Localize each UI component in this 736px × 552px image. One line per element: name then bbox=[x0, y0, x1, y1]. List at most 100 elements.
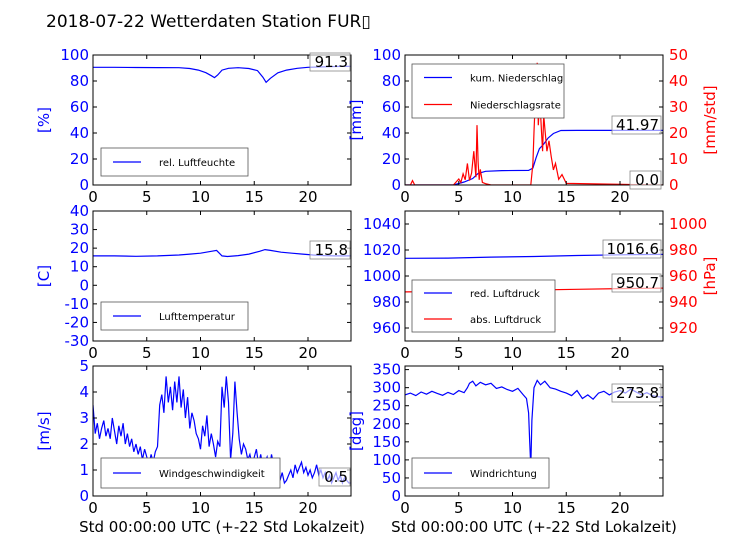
plot-frame bbox=[404, 54, 664, 186]
current-value: 41.97 bbox=[616, 116, 659, 134]
y-axis-label: [%] bbox=[35, 107, 53, 133]
x-tick-label: 0 bbox=[88, 344, 98, 362]
chart-wind-speed: 0 5 10 15 20 0 1 2 3 4 5 [m/s] Std 00:00:00 UTC (+-2… bbox=[35, 357, 365, 536]
legend-label: kum. Niederschlag bbox=[470, 74, 563, 85]
legend-wind-direction: Windrichtung bbox=[411, 457, 550, 489]
legend-label: red. Luftdruck bbox=[470, 289, 540, 300]
current-value: 15.8 bbox=[315, 241, 348, 259]
y-tick-label: 100 bbox=[372, 46, 401, 64]
x-axis-label: Std 00:00:00 UTC (+-22 Std Lokalzeit) bbox=[391, 518, 677, 536]
x-axis-label: Std 00:00:00 UTC (+-22 Std Lokalzeit) bbox=[79, 518, 365, 536]
x-tick-label: 0 bbox=[400, 499, 410, 517]
y-tick-label: 200 bbox=[372, 415, 401, 433]
series-line-temperature-0 bbox=[93, 248, 351, 258]
y-tick-label: 1040 bbox=[363, 215, 401, 233]
x-tick-label: 0 bbox=[88, 499, 98, 517]
y2-tick-label: 960 bbox=[669, 267, 698, 285]
plot-frame bbox=[404, 365, 664, 497]
y-tick-label: 80 bbox=[70, 72, 89, 90]
legend-label: Windrichtung bbox=[470, 469, 537, 480]
current-value-2: 0.0 bbox=[635, 171, 659, 189]
x-tick-label: 20 bbox=[610, 344, 629, 362]
x-tick-label: 10 bbox=[191, 188, 210, 206]
y-tick-label: 1020 bbox=[363, 241, 401, 259]
x-tick-label: 15 bbox=[557, 499, 576, 517]
y-tick-label: 960 bbox=[372, 319, 401, 337]
x-tick-label: 5 bbox=[454, 344, 464, 362]
y-tick-label: 1000 bbox=[363, 267, 401, 285]
y-tick-label: 40 bbox=[70, 202, 89, 220]
current-value: 1016.6 bbox=[607, 240, 660, 258]
plot-frame bbox=[92, 210, 352, 342]
x-tick-label: 5 bbox=[454, 499, 464, 517]
plot-frame bbox=[92, 365, 352, 497]
y-tick-label: 10 bbox=[70, 258, 89, 276]
y-tick-label: 0 bbox=[79, 276, 89, 294]
current-value-box bbox=[602, 239, 662, 259]
current-value-box bbox=[611, 383, 662, 403]
legend-box bbox=[100, 147, 249, 177]
y-tick-label: 100 bbox=[60, 46, 89, 64]
y-tick-label: 4 bbox=[79, 383, 89, 401]
x-tick-label: 15 bbox=[245, 499, 264, 517]
x-tick-label: 20 bbox=[298, 499, 317, 517]
chart-pressure: 0 5 10 15 20 960 980 1000 1020 1040 920 940 960 980 10… bbox=[363, 210, 719, 362]
y-tick-label: 20 bbox=[70, 150, 89, 168]
x-tick-label: 0 bbox=[400, 188, 410, 206]
y2-tick-label: 50 bbox=[669, 46, 688, 64]
y-tick-label: 150 bbox=[372, 433, 401, 451]
y-tick-label: 40 bbox=[382, 124, 401, 142]
x-tick-label: 20 bbox=[610, 188, 629, 206]
legend-box bbox=[100, 301, 249, 331]
y2-axis-label: [mm/std] bbox=[701, 85, 719, 154]
y-axis-label: [mm] bbox=[347, 100, 365, 141]
plot-frame bbox=[92, 54, 352, 186]
legend-label: abs. Luftdruck bbox=[470, 315, 541, 326]
y2-tick-label: 940 bbox=[669, 293, 698, 311]
y-axis-label: [deg] bbox=[347, 411, 365, 451]
y-tick-label: 20 bbox=[70, 239, 89, 257]
y2-axis-label: [hPa] bbox=[701, 257, 719, 296]
current-value-box bbox=[611, 115, 662, 135]
legend-pressure: red. Luftdruck abs. Luftdruck bbox=[411, 279, 556, 333]
x-tick-label: 10 bbox=[191, 499, 210, 517]
legend-temperature: Lufttemperatur bbox=[100, 301, 249, 331]
series-line-precipitation-1 bbox=[405, 62, 663, 185]
x-tick-label: 0 bbox=[400, 344, 410, 362]
y-tick-label: 0 bbox=[79, 487, 89, 505]
y2-tick-label: 1000 bbox=[669, 215, 707, 233]
y2-tick-label: 40 bbox=[669, 72, 688, 90]
y2-tick-label: 980 bbox=[669, 241, 698, 259]
y-tick-label: 30 bbox=[70, 221, 89, 239]
y-tick-label: 300 bbox=[372, 379, 401, 397]
x-tick-label: 10 bbox=[503, 188, 522, 206]
y-tick-label: 0 bbox=[391, 487, 401, 505]
y2-tick-label: 10 bbox=[669, 150, 688, 168]
y-tick-label: 40 bbox=[70, 124, 89, 142]
y-tick-label: 3 bbox=[79, 409, 89, 427]
x-tick-label: 20 bbox=[610, 499, 629, 517]
legend-precipitation: kum. Niederschlag Niederschlagsrate bbox=[411, 63, 565, 119]
x-tick-label: 10 bbox=[503, 344, 522, 362]
current-value-2-box bbox=[629, 170, 662, 190]
x-tick-label: 10 bbox=[503, 499, 522, 517]
y2-tick-label: 30 bbox=[669, 98, 688, 116]
y-tick-label: -20 bbox=[65, 313, 90, 331]
legend-label: Niederschlagsrate bbox=[470, 101, 561, 112]
y-tick-label: 100 bbox=[372, 451, 401, 469]
legend-wind-speed: Windgeschwindigkeit bbox=[100, 457, 281, 489]
y-tick-label: 0 bbox=[391, 176, 401, 194]
x-tick-label: 20 bbox=[298, 188, 317, 206]
y-tick-label: 980 bbox=[372, 293, 401, 311]
y-tick-label: -30 bbox=[65, 332, 90, 350]
current-value-box bbox=[309, 52, 351, 72]
x-tick-label: 5 bbox=[142, 188, 152, 206]
x-tick-label: 5 bbox=[142, 344, 152, 362]
y-tick-label: 0 bbox=[79, 176, 89, 194]
legend-humidity: rel. Luftfeuchte bbox=[100, 147, 249, 177]
x-tick-label: 5 bbox=[142, 499, 152, 517]
x-tick-label: 15 bbox=[245, 188, 264, 206]
y-tick-label: 60 bbox=[70, 98, 89, 116]
